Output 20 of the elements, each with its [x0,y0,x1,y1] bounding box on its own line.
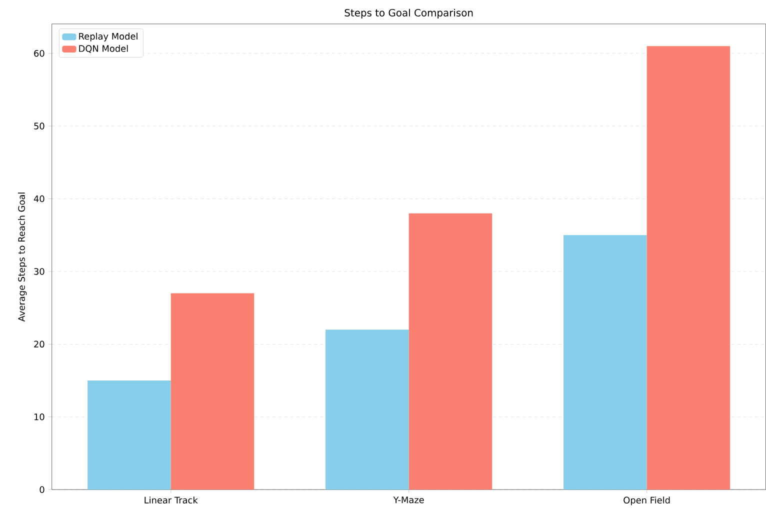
x-tick-label: Open Field [624,496,670,506]
legend-label: Replay Model [79,32,138,42]
bar [646,46,730,490]
legend-label: DQN Model [79,45,128,54]
y-tick-label: 60 [34,50,44,57]
bar [564,235,647,490]
bar [408,214,492,490]
x-tick-label: Linear Track [144,496,198,504]
y-tick-label: 0 [40,486,44,494]
y-axis-title: Average Steps to Reach Goal [18,192,27,322]
y-tick-label: 20 [34,341,44,348]
y-tick-label: 30 [34,268,44,276]
chart-title: Steps to Goal Comparison [344,9,473,19]
x-tick-label: Y-Maze [393,496,424,504]
y-tick-label: 50 [34,122,44,130]
y-tick-label: 40 [34,196,44,202]
bar [170,294,254,490]
bar [326,330,409,490]
bar [88,380,171,490]
y-tick-label: 10 [34,414,44,420]
